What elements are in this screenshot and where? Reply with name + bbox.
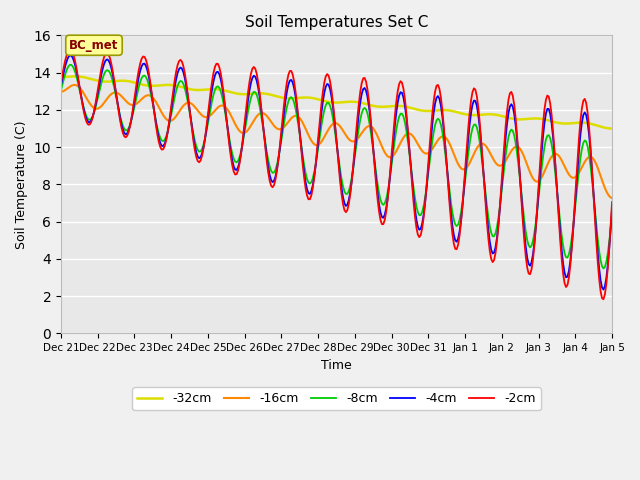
- Line: -16cm: -16cm: [61, 85, 612, 198]
- -8cm: [342, 191, 349, 197]
- -2cm: [607, 223, 614, 229]
- X-axis label: Time: Time: [321, 359, 352, 372]
- -2cm: [66, 47, 74, 52]
- Line: -2cm: -2cm: [61, 49, 612, 300]
- -32cm: [72, 73, 79, 79]
- -4cm: [600, 287, 607, 292]
- Text: BC_met: BC_met: [69, 39, 118, 52]
- -32cm: [77, 74, 85, 80]
- -4cm: [607, 227, 614, 232]
- -8cm: [600, 265, 607, 271]
- -16cm: [95, 106, 102, 111]
- -16cm: [70, 82, 78, 88]
- -32cm: [605, 126, 613, 132]
- Legend: -32cm, -16cm, -8cm, -4cm, -2cm: -32cm, -16cm, -8cm, -4cm, -2cm: [132, 387, 541, 410]
- -4cm: [533, 207, 541, 213]
- -4cm: [77, 93, 85, 99]
- Y-axis label: Soil Temperature (C): Soil Temperature (C): [15, 120, 28, 249]
- -8cm: [608, 211, 616, 217]
- -32cm: [57, 74, 65, 80]
- -16cm: [608, 195, 616, 201]
- Line: -8cm: -8cm: [61, 65, 612, 268]
- -8cm: [67, 62, 75, 68]
- -2cm: [533, 204, 541, 209]
- -2cm: [95, 83, 102, 89]
- -16cm: [342, 132, 349, 138]
- -16cm: [605, 193, 613, 199]
- -4cm: [608, 205, 616, 211]
- -4cm: [66, 53, 74, 59]
- -2cm: [451, 246, 459, 252]
- -16cm: [533, 179, 541, 184]
- -2cm: [600, 297, 607, 302]
- -32cm: [533, 116, 541, 121]
- -4cm: [57, 83, 65, 88]
- -8cm: [451, 222, 459, 228]
- -8cm: [77, 94, 85, 100]
- Line: -4cm: -4cm: [61, 56, 612, 289]
- Line: -32cm: -32cm: [61, 76, 612, 129]
- -8cm: [57, 87, 65, 93]
- -2cm: [57, 79, 65, 85]
- -16cm: [451, 155, 459, 160]
- -4cm: [95, 87, 102, 93]
- -2cm: [608, 199, 616, 205]
- -16cm: [57, 89, 65, 95]
- -2cm: [342, 209, 349, 215]
- -4cm: [342, 203, 349, 209]
- -32cm: [608, 126, 616, 132]
- -32cm: [95, 78, 102, 84]
- -32cm: [342, 99, 349, 105]
- -4cm: [451, 238, 459, 243]
- -8cm: [607, 226, 614, 232]
- -16cm: [77, 86, 85, 92]
- Title: Soil Temperatures Set C: Soil Temperatures Set C: [245, 15, 428, 30]
- -32cm: [451, 109, 459, 115]
- -8cm: [95, 92, 102, 98]
- -8cm: [533, 207, 541, 213]
- -2cm: [77, 94, 85, 100]
